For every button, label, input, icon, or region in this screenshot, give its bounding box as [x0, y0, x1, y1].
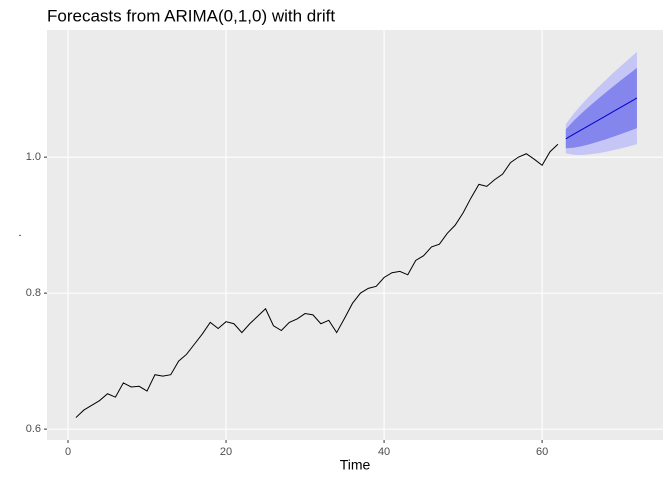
- y-tick-label: 0.8: [26, 287, 41, 299]
- x-axis-label: Time: [340, 457, 371, 473]
- x-tick-label: 20: [220, 446, 232, 458]
- series-line: [565, 97, 638, 140]
- y-tick-label: 1.0: [26, 151, 41, 163]
- panel: [47, 30, 663, 440]
- x-tick-label: 40: [378, 446, 390, 458]
- series-line: [75, 143, 559, 418]
- chart-title: Forecasts from ARIMA(0,1,0) with drift: [47, 6, 335, 25]
- y-tick-label: 0.6: [26, 423, 41, 435]
- y-axis-label: .: [18, 227, 21, 239]
- x-tick-label: 60: [536, 446, 548, 458]
- x-tick-label: 0: [65, 446, 71, 458]
